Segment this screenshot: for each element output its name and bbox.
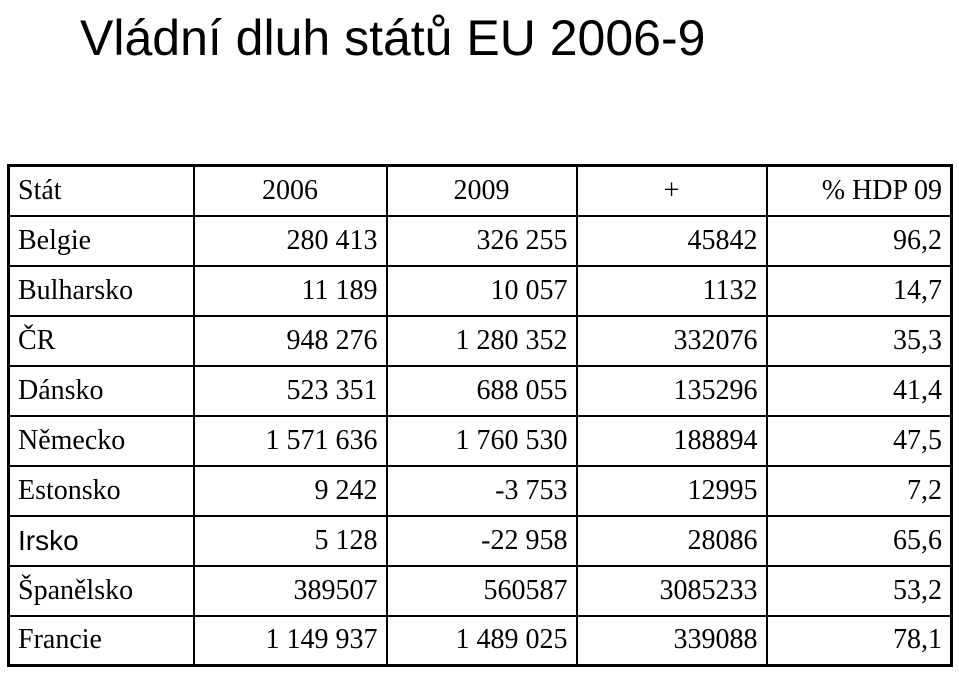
value-cell: 1 280 352 bbox=[385, 314, 578, 367]
value-cell: -3 753 bbox=[385, 464, 578, 517]
table-row: Španělsko 389507 560587 3085233 53,2 bbox=[7, 564, 953, 617]
value-cell: 3085233 bbox=[575, 564, 768, 617]
table-header: Stát 2006 2009 +% HDP 09 bbox=[7, 164, 953, 217]
value-cell: 523 351 bbox=[192, 364, 388, 417]
value-cell: 28086 bbox=[575, 514, 768, 567]
value-cell: 47,5 bbox=[765, 414, 953, 467]
value-cell: 35,3 bbox=[765, 314, 953, 367]
value-cell: 948 276 bbox=[192, 314, 388, 367]
table-row: Bulharsko 11 189 10 057 1132 14,7 bbox=[7, 264, 953, 317]
country-cell: Irsko bbox=[7, 514, 195, 567]
value-cell: 14,7 bbox=[765, 264, 953, 317]
header-cell: 2009 bbox=[385, 164, 578, 217]
table-row: Belgie 280 413 326 255 45842 96,2 bbox=[7, 214, 953, 267]
value-cell: 389507 bbox=[192, 564, 388, 617]
header-cell: % HDP 09 bbox=[765, 164, 953, 217]
value-cell: 688 055 bbox=[385, 364, 578, 417]
debt-table: Stát 2006 2009 +% HDP 09 Belgie 280 413 326 2… bbox=[7, 164, 953, 667]
value-cell: 1 760 530 bbox=[385, 414, 578, 467]
value-cell: 41,4 bbox=[765, 364, 953, 417]
value-cell: 12995 bbox=[575, 464, 768, 517]
value-cell: 1 489 025 bbox=[385, 614, 578, 667]
value-cell: 96,2 bbox=[765, 214, 953, 267]
country-cell: Německo bbox=[7, 414, 195, 467]
table-row: Irsko 5 128 -22 958 28086 65,6 bbox=[7, 514, 953, 567]
value-cell: 10 057 bbox=[385, 264, 578, 317]
country-cell: Estonsko bbox=[7, 464, 195, 517]
value-cell: 7,2 bbox=[765, 464, 953, 517]
value-cell: 9 242 bbox=[192, 464, 388, 517]
value-cell: 188894 bbox=[575, 414, 768, 467]
value-cell: 1 571 636 bbox=[192, 414, 388, 467]
value-cell: 332076 bbox=[575, 314, 768, 367]
header-cell: 2006 bbox=[192, 164, 388, 217]
country-cell: ČR bbox=[7, 314, 195, 367]
value-cell: 1 149 937 bbox=[192, 614, 388, 667]
header-cell: + bbox=[575, 164, 768, 217]
value-cell: 65,6 bbox=[765, 514, 953, 567]
country-cell: Dánsko bbox=[7, 364, 195, 417]
country-cell: Bulharsko bbox=[7, 264, 195, 317]
value-cell: 326 255 bbox=[385, 214, 578, 267]
header-row: Stát 2006 2009 +% HDP 09 bbox=[7, 164, 953, 217]
value-cell: 560587 bbox=[385, 564, 578, 617]
value-cell: 339088 bbox=[575, 614, 768, 667]
table-row: ČR 948 276 1 280 352 332076 35,3 bbox=[7, 314, 953, 367]
table-row: Estonsko 9 242 -3 753 12995 7,2 bbox=[7, 464, 953, 517]
value-cell: 280 413 bbox=[192, 214, 388, 267]
country-cell: Francie bbox=[7, 614, 195, 667]
table-body: Belgie 280 413 326 255 45842 96,2 Bulharsko 11… bbox=[7, 214, 953, 667]
value-cell: 78,1 bbox=[765, 614, 953, 667]
country-cell: Španělsko bbox=[7, 564, 195, 617]
value-cell: 53,2 bbox=[765, 564, 953, 617]
value-cell: 11 189 bbox=[192, 264, 388, 317]
value-cell: 1132 bbox=[575, 264, 768, 317]
title: Vládní dluh států EU 2006-9 bbox=[80, 10, 706, 66]
table-row: Dánsko 523 351 688 055 135296 41,4 bbox=[7, 364, 953, 417]
value-cell: 135296 bbox=[575, 364, 768, 417]
table-row: Francie 1 149 937 1 489 025 339088 78,1 bbox=[7, 614, 953, 667]
country-cell: Belgie bbox=[7, 214, 195, 267]
value-cell: 5 128 bbox=[192, 514, 388, 567]
value-cell: 45842 bbox=[575, 214, 768, 267]
value-cell: -22 958 bbox=[385, 514, 578, 567]
header-cell: Stát bbox=[7, 164, 195, 217]
table-row: Německo 1 571 636 1 760 530 188894 47,5 bbox=[7, 414, 953, 467]
